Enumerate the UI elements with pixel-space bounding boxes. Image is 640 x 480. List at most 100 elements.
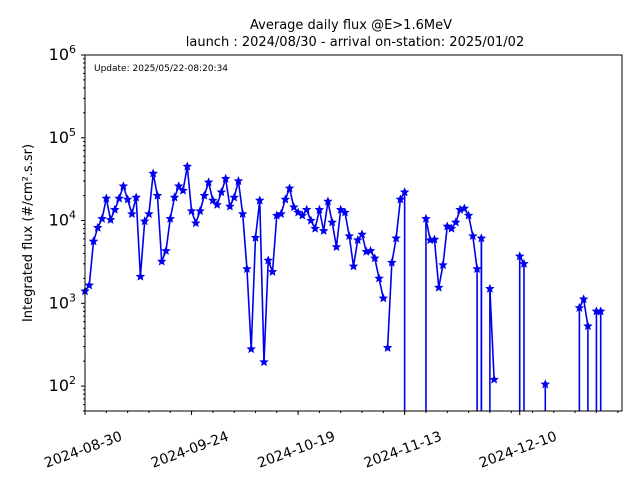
data-point-marker <box>263 255 274 265</box>
chart-subtitle: launch : 2024/08/30 - arrival on-station… <box>186 35 524 50</box>
data-point-marker <box>451 217 461 227</box>
data-point-marker <box>468 231 478 241</box>
data-point-marker <box>519 258 529 268</box>
data-point-marker <box>446 223 457 233</box>
flux-series <box>80 161 606 411</box>
data-point-marker <box>344 231 354 241</box>
data-point-marker <box>186 206 197 216</box>
data-point-marker <box>514 251 525 261</box>
data-point-marker <box>310 223 320 233</box>
data-point-marker <box>472 263 482 273</box>
data-point-marker <box>399 187 410 197</box>
data-point-marker <box>387 257 397 267</box>
y-tick-label: 105 <box>49 126 76 147</box>
data-point-marker <box>131 192 141 202</box>
data-point-marker <box>301 204 312 214</box>
data-point-marker <box>229 192 239 202</box>
y-axis-label: Integrated flux (#/cm².s.sr) <box>21 144 36 322</box>
data-point-marker <box>489 374 499 384</box>
data-point-marker <box>280 194 291 204</box>
x-tick-label: 2024-10-19 <box>256 429 338 472</box>
data-point-marker <box>348 261 359 271</box>
data-point-marker <box>110 204 120 214</box>
chart-title: Average daily flux @E>1.6MeV <box>250 18 452 33</box>
plot-background <box>85 55 622 411</box>
data-point-marker <box>139 216 150 226</box>
data-point-marker <box>357 229 367 239</box>
data-point-marker <box>583 321 593 331</box>
y-tick-label: 102 <box>49 374 76 395</box>
data-point-marker <box>84 280 95 290</box>
data-point-marker <box>161 245 171 255</box>
x-tick-label: 2024-11-13 <box>362 429 444 472</box>
data-point-marker <box>208 195 218 205</box>
data-point-marker <box>485 283 495 293</box>
data-point-marker <box>225 201 235 211</box>
data-point-marker <box>216 187 227 197</box>
x-axis-ticks: 2024-08-30 2024-09-24 2024-10-19 2024-11-13… <box>42 411 619 472</box>
data-point-marker <box>152 190 163 200</box>
data-point-marker <box>114 193 124 203</box>
data-point-marker <box>195 206 205 216</box>
data-point-marker <box>250 232 261 242</box>
data-point-marker <box>246 344 256 354</box>
x-tick-label: 2024-12-10 <box>477 429 559 472</box>
data-point-marker <box>88 236 99 246</box>
x-tick-label: 2024-08-30 <box>42 429 124 472</box>
data-point-marker <box>476 233 487 243</box>
data-point-marker <box>323 196 333 206</box>
data-point-marker <box>276 209 286 219</box>
data-point-marker <box>237 209 248 219</box>
data-point-marker <box>135 271 146 281</box>
data-point-marker <box>306 215 316 225</box>
data-point-marker <box>259 357 269 367</box>
data-point-marker <box>327 217 337 227</box>
data-point-marker <box>212 199 222 209</box>
data-point-marker <box>433 282 444 292</box>
data-point-marker <box>105 214 116 224</box>
data-point-marker <box>97 213 107 223</box>
data-point-marker <box>93 222 103 232</box>
update-annotation: Update: 2025/05/22-08:20:34 <box>94 64 228 74</box>
data-point-marker <box>178 185 188 195</box>
data-point-marker <box>540 379 551 389</box>
data-point-marker <box>203 177 214 187</box>
data-point-marker <box>144 209 154 219</box>
data-point-marker <box>391 233 401 243</box>
data-point-marker <box>365 245 376 255</box>
data-point-marker <box>318 225 329 235</box>
y-tick-label: 103 <box>49 291 76 312</box>
data-point-marker <box>148 168 158 178</box>
data-point-marker <box>191 218 201 228</box>
data-point-marker <box>340 207 350 217</box>
data-point-marker <box>127 209 137 219</box>
x-tick-label: 2024-09-24 <box>149 429 231 472</box>
data-point-marker <box>289 202 299 212</box>
data-point-marker <box>395 194 406 204</box>
data-point-marker <box>370 253 380 263</box>
data-point-marker <box>574 302 585 312</box>
data-point-marker <box>182 161 193 171</box>
data-point-marker <box>220 173 231 183</box>
data-point-marker <box>174 181 184 191</box>
y-tick-label: 104 <box>49 209 76 230</box>
data-point-marker <box>314 204 325 214</box>
data-point-marker <box>233 176 244 186</box>
data-point-marker <box>421 213 431 223</box>
data-point-marker <box>122 194 133 204</box>
y-tick-label: 106 <box>49 43 76 64</box>
data-point-marker <box>459 203 470 213</box>
data-point-marker <box>254 195 265 205</box>
data-point-marker <box>378 293 389 303</box>
data-point-marker <box>331 241 342 251</box>
data-point-marker <box>284 183 295 193</box>
data-point-marker <box>297 210 308 220</box>
data-point-marker <box>199 190 210 200</box>
data-point-marker <box>267 266 278 276</box>
data-point-marker <box>118 181 129 191</box>
data-point-marker <box>169 192 180 202</box>
data-point-marker <box>156 256 167 266</box>
data-point-marker <box>438 260 448 270</box>
